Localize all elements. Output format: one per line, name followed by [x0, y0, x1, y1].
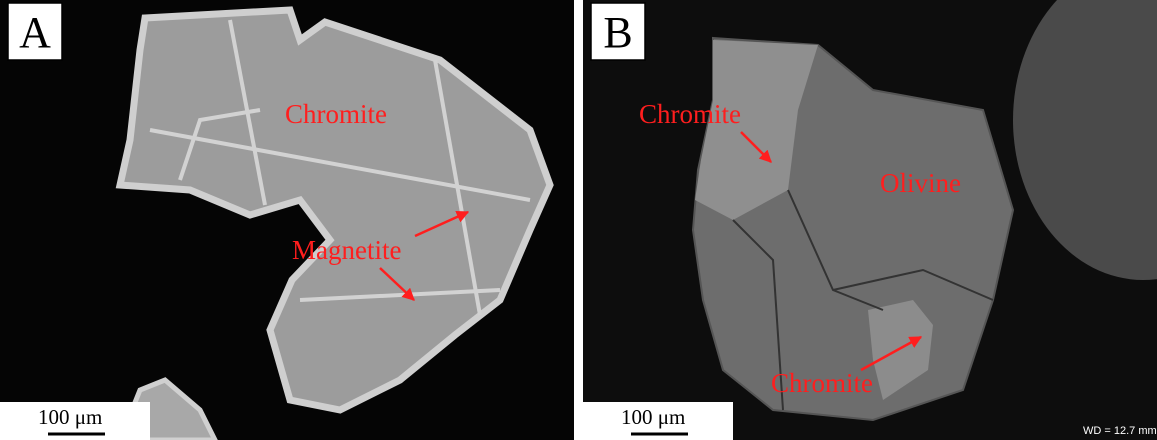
annotation: Chromite: [771, 368, 873, 398]
figure: A Chromite Magnetite 100 μm B Chromite O…: [0, 0, 1157, 440]
scale-label: 100 μm: [38, 405, 102, 429]
annotation: Chromite: [285, 99, 387, 129]
panel-a: A Chromite Magnetite 100 μm: [0, 0, 574, 440]
annotation: Chromite: [639, 99, 741, 129]
panel-b: B Chromite Olivine Chromite 100 μm WD = …: [583, 0, 1157, 440]
annotation: Magnetite: [292, 235, 401, 265]
panel-label: B: [603, 8, 632, 57]
scale-label: 100 μm: [621, 405, 685, 429]
annotation: Olivine: [880, 168, 961, 198]
info-text: WD = 12.7 mm: [1083, 425, 1157, 437]
panel-label: A: [19, 8, 51, 57]
